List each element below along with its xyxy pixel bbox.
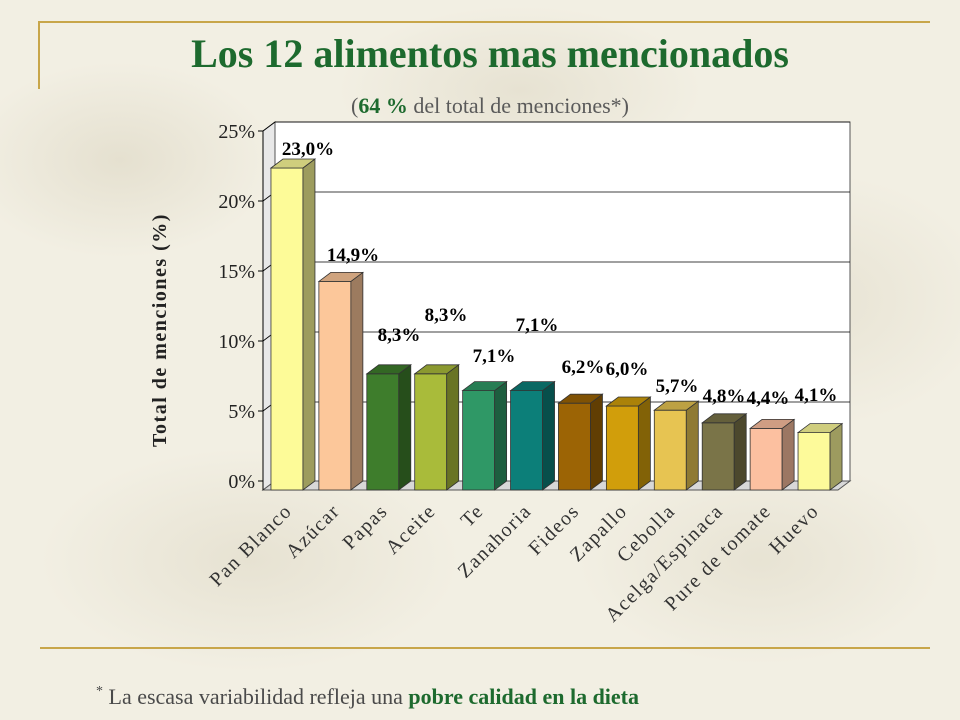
- subtitle-text: del total de menciones*): [407, 93, 629, 118]
- bar-side: [781, 418, 795, 491]
- data-label: 23,0%: [282, 139, 334, 160]
- bar-side: [685, 400, 699, 491]
- bar-side: [637, 396, 651, 491]
- bar-side: [542, 380, 555, 491]
- data-label: 6,2%: [562, 357, 605, 378]
- data-label: 5,7%: [656, 376, 699, 397]
- category-label: Azúcar: [282, 500, 345, 563]
- y-axis-label: Total de menciones (%): [149, 213, 171, 447]
- y-tick-label: 15%: [218, 261, 255, 283]
- bar-side: [350, 271, 364, 491]
- gridline-side: [262, 121, 276, 132]
- data-label: 8,3%: [425, 305, 468, 326]
- bar-side: [494, 380, 508, 491]
- bar: [366, 373, 400, 491]
- footer-asterisk: *: [96, 684, 103, 699]
- bar-top: [317, 271, 365, 282]
- y-tick-label: 10%: [218, 331, 255, 353]
- bar-top: [509, 381, 556, 392]
- subtitle-percentage: 64 %: [358, 93, 408, 118]
- subtitle-open-paren: (: [351, 93, 359, 118]
- bar-top: [605, 396, 652, 407]
- y-tick-label: 20%: [218, 191, 255, 213]
- y-tick-label: 0%: [228, 471, 255, 493]
- footer-text: La escasa variabilidad refleja una: [103, 684, 409, 709]
- bar-side: [590, 393, 603, 491]
- footer-note: * La escasa variabilidad refleja una pob…: [96, 684, 639, 710]
- bar-side: [302, 158, 316, 491]
- data-label: 6,0%: [606, 359, 649, 380]
- bar-top: [557, 393, 604, 404]
- bar-top: [653, 400, 700, 411]
- bar-side: [446, 363, 460, 491]
- y-tick-label: 25%: [218, 121, 255, 143]
- category-label: Te: [457, 500, 489, 532]
- data-label: 7,1%: [473, 346, 516, 367]
- bar: [558, 402, 591, 491]
- frame-bottom-rule: [40, 647, 930, 649]
- data-label: 7,1%: [516, 315, 559, 336]
- frame-left-rule: [38, 21, 40, 89]
- y-tick-label: 5%: [228, 401, 255, 423]
- data-label: 4,4%: [747, 388, 790, 409]
- bar-side: [829, 422, 843, 491]
- bar-side: [398, 363, 412, 491]
- data-label: 4,1%: [795, 385, 838, 406]
- bar-top: [796, 423, 844, 434]
- page-subtitle: (64 % del total de menciones*): [0, 93, 960, 119]
- footer-emphasis: pobre calidad en la dieta: [408, 684, 640, 709]
- bar: [605, 405, 639, 491]
- bar-top: [461, 381, 508, 392]
- bar-top: [748, 418, 796, 429]
- bar: [653, 409, 687, 491]
- bar: [462, 390, 496, 491]
- bar-top: [413, 364, 460, 375]
- bar: [270, 167, 304, 491]
- bar-top: [269, 158, 317, 169]
- bar: [414, 373, 448, 491]
- data-label: 8,3%: [378, 325, 421, 346]
- data-label: 4,8%: [703, 386, 746, 407]
- bar-side: [733, 412, 747, 491]
- page-title: Los 12 alimentos mas mencionados: [191, 31, 789, 76]
- bar-top: [701, 413, 748, 424]
- bar-top: [365, 364, 412, 375]
- bar: [510, 390, 543, 491]
- bar: [797, 432, 831, 491]
- frame-top-rule: [40, 21, 930, 23]
- bar: [701, 422, 735, 491]
- bar: [318, 280, 352, 491]
- category-label: Huevo: [765, 500, 824, 559]
- data-label: 14,9%: [327, 245, 379, 266]
- bar: [749, 427, 783, 491]
- category-label: Aceite: [381, 500, 440, 559]
